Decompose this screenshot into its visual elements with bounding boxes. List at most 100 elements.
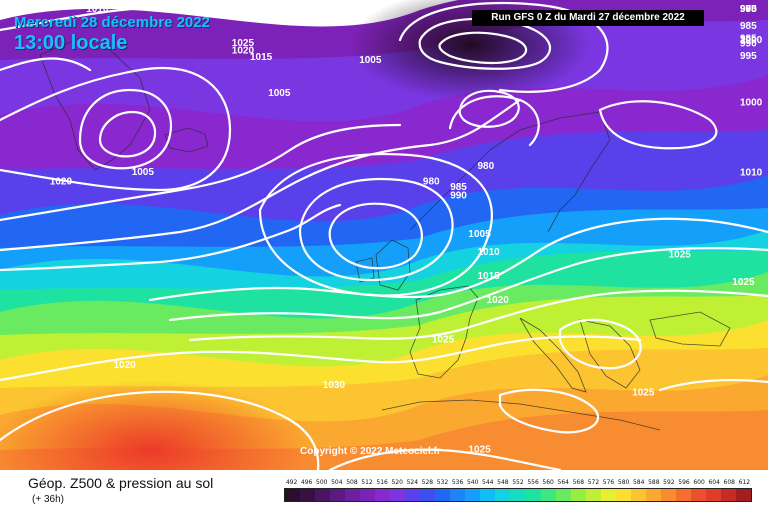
scale-tick-label: 552	[512, 479, 524, 486]
isobar-line	[0, 203, 342, 272]
scale-swatch	[585, 489, 601, 501]
isobar-line	[0, 390, 320, 470]
scale-tick-label: 512	[361, 479, 373, 486]
isobar-label: 975	[740, 4, 757, 15]
scale-swatch	[360, 489, 376, 501]
isobar-label: 1025	[232, 38, 255, 49]
scale-swatch	[555, 489, 571, 501]
product-title: Géop. Z500 & pression au sol	[28, 475, 214, 491]
isobar-label: 985	[740, 21, 757, 32]
scale-tick-label: 508	[346, 479, 358, 486]
isobar-line	[448, 95, 540, 147]
scale-tick-label: 492	[285, 479, 298, 486]
lead-time: (+ 36h)	[32, 494, 64, 505]
scale-tick-label: 556	[527, 479, 539, 486]
footer: Géop. Z500 & pression au sol (+ 36h) 492…	[0, 470, 768, 512]
north-africa-coast	[381, 399, 661, 431]
scale-swatch	[525, 489, 541, 501]
scale-tick-label: 612	[738, 479, 751, 486]
scale-swatch	[390, 489, 406, 501]
isobar-line	[168, 247, 768, 322]
scale-swatch	[450, 489, 466, 501]
scale-swatch	[300, 489, 316, 501]
scale-tick-label: 580	[617, 479, 630, 486]
isobar-label: 1005	[268, 88, 291, 99]
isobar-line	[328, 202, 423, 270]
greenland-coast	[39, 37, 151, 171]
scale-tick-label: 516	[376, 479, 388, 486]
scale-swatch	[330, 489, 346, 501]
scale-swatch	[345, 489, 361, 501]
isobar-line	[438, 31, 527, 65]
color-scale: 492 496 500 504 508 512 516 520 524 528 532 536 540 5…	[284, 479, 752, 502]
scale-swatch	[480, 489, 496, 501]
isobar-line	[328, 448, 562, 470]
isobar-label: 1010	[86, 4, 109, 15]
scale-tick-label: 568	[572, 479, 585, 486]
scale-tick-label: 496	[300, 479, 313, 486]
isobar-line	[0, 57, 92, 72]
z500-shading	[0, 0, 768, 470]
scandinavia-coast	[409, 111, 611, 233]
scale-swatch	[675, 489, 691, 501]
forecast-date: Mercredi 28 décembre 2022	[14, 14, 210, 31]
isobar-label: 980	[478, 161, 495, 172]
isobar-line	[418, 17, 551, 70]
isobar-line	[0, 123, 402, 222]
scale-tick-label: 592	[663, 479, 675, 486]
forecast-time: 13:00 locale	[14, 32, 128, 54]
scale-swatch	[630, 489, 646, 501]
scale-tick-label: 588	[648, 479, 660, 486]
scale-swatch	[315, 489, 331, 501]
scale-tick-label: 536	[451, 479, 464, 486]
isobar-label: 990	[450, 190, 467, 201]
scale-tick-label: 504	[331, 479, 343, 486]
isobar-line	[0, 335, 642, 382]
scale-tick-label: 520	[391, 479, 403, 486]
isobar-line	[658, 379, 768, 392]
isobar-label: 1025	[432, 334, 455, 345]
isobar-line	[598, 100, 718, 150]
isobar-label: 985	[450, 182, 467, 193]
isobar-label: 1020	[487, 295, 510, 306]
isobar-line	[298, 178, 454, 282]
british-isles-coast	[375, 239, 411, 291]
scale-swatch	[405, 489, 421, 501]
scale-tick-label: 564	[557, 479, 569, 486]
isobar-label: 1015	[478, 271, 501, 282]
isobar-label: 1000	[740, 97, 763, 108]
isobar-label: 1025	[468, 444, 491, 455]
isobar-label: 990	[740, 39, 757, 50]
scale-tick-label: 584	[632, 479, 645, 486]
isobar-label: 1025	[669, 249, 692, 260]
scale-tick-label: 532	[436, 479, 449, 486]
scale-swatch	[645, 489, 661, 501]
scale-swatch	[465, 489, 481, 501]
iceland-coast	[164, 127, 209, 153]
isobar-label: 1000	[740, 35, 763, 46]
scale-swatch	[705, 489, 721, 501]
black-sea-coast	[649, 311, 731, 347]
scale-tick-label: 600	[693, 479, 705, 486]
isobar-line	[0, 67, 232, 192]
scale-swatch	[600, 489, 616, 501]
isobar-line	[148, 217, 768, 302]
isobar-label: 1015	[159, 4, 182, 15]
isobar-label: 1015	[250, 52, 273, 63]
scale-tick-label: 544	[482, 479, 494, 486]
run-info: Run GFS 0 Z du Mardi 27 décembre 2022	[472, 10, 704, 26]
scale-tick-label: 576	[602, 479, 615, 486]
isobar-label: 1020	[114, 360, 137, 371]
isobar-line	[558, 318, 642, 370]
isobars	[0, 2, 768, 470]
isobar-label: 1010	[478, 247, 501, 258]
isobar-label: 1020	[232, 46, 255, 57]
scale-swatch	[660, 489, 676, 501]
scale-swatch	[435, 489, 451, 501]
isobar-line	[0, 98, 522, 252]
scale-tick-labels: 492 496 500 504 508 512 516 520 524 528 532 536 540 5…	[284, 479, 752, 486]
scale-swatch	[495, 489, 511, 501]
scale-tick-label: 540	[466, 479, 479, 486]
isobar-label: 1020	[50, 177, 73, 188]
